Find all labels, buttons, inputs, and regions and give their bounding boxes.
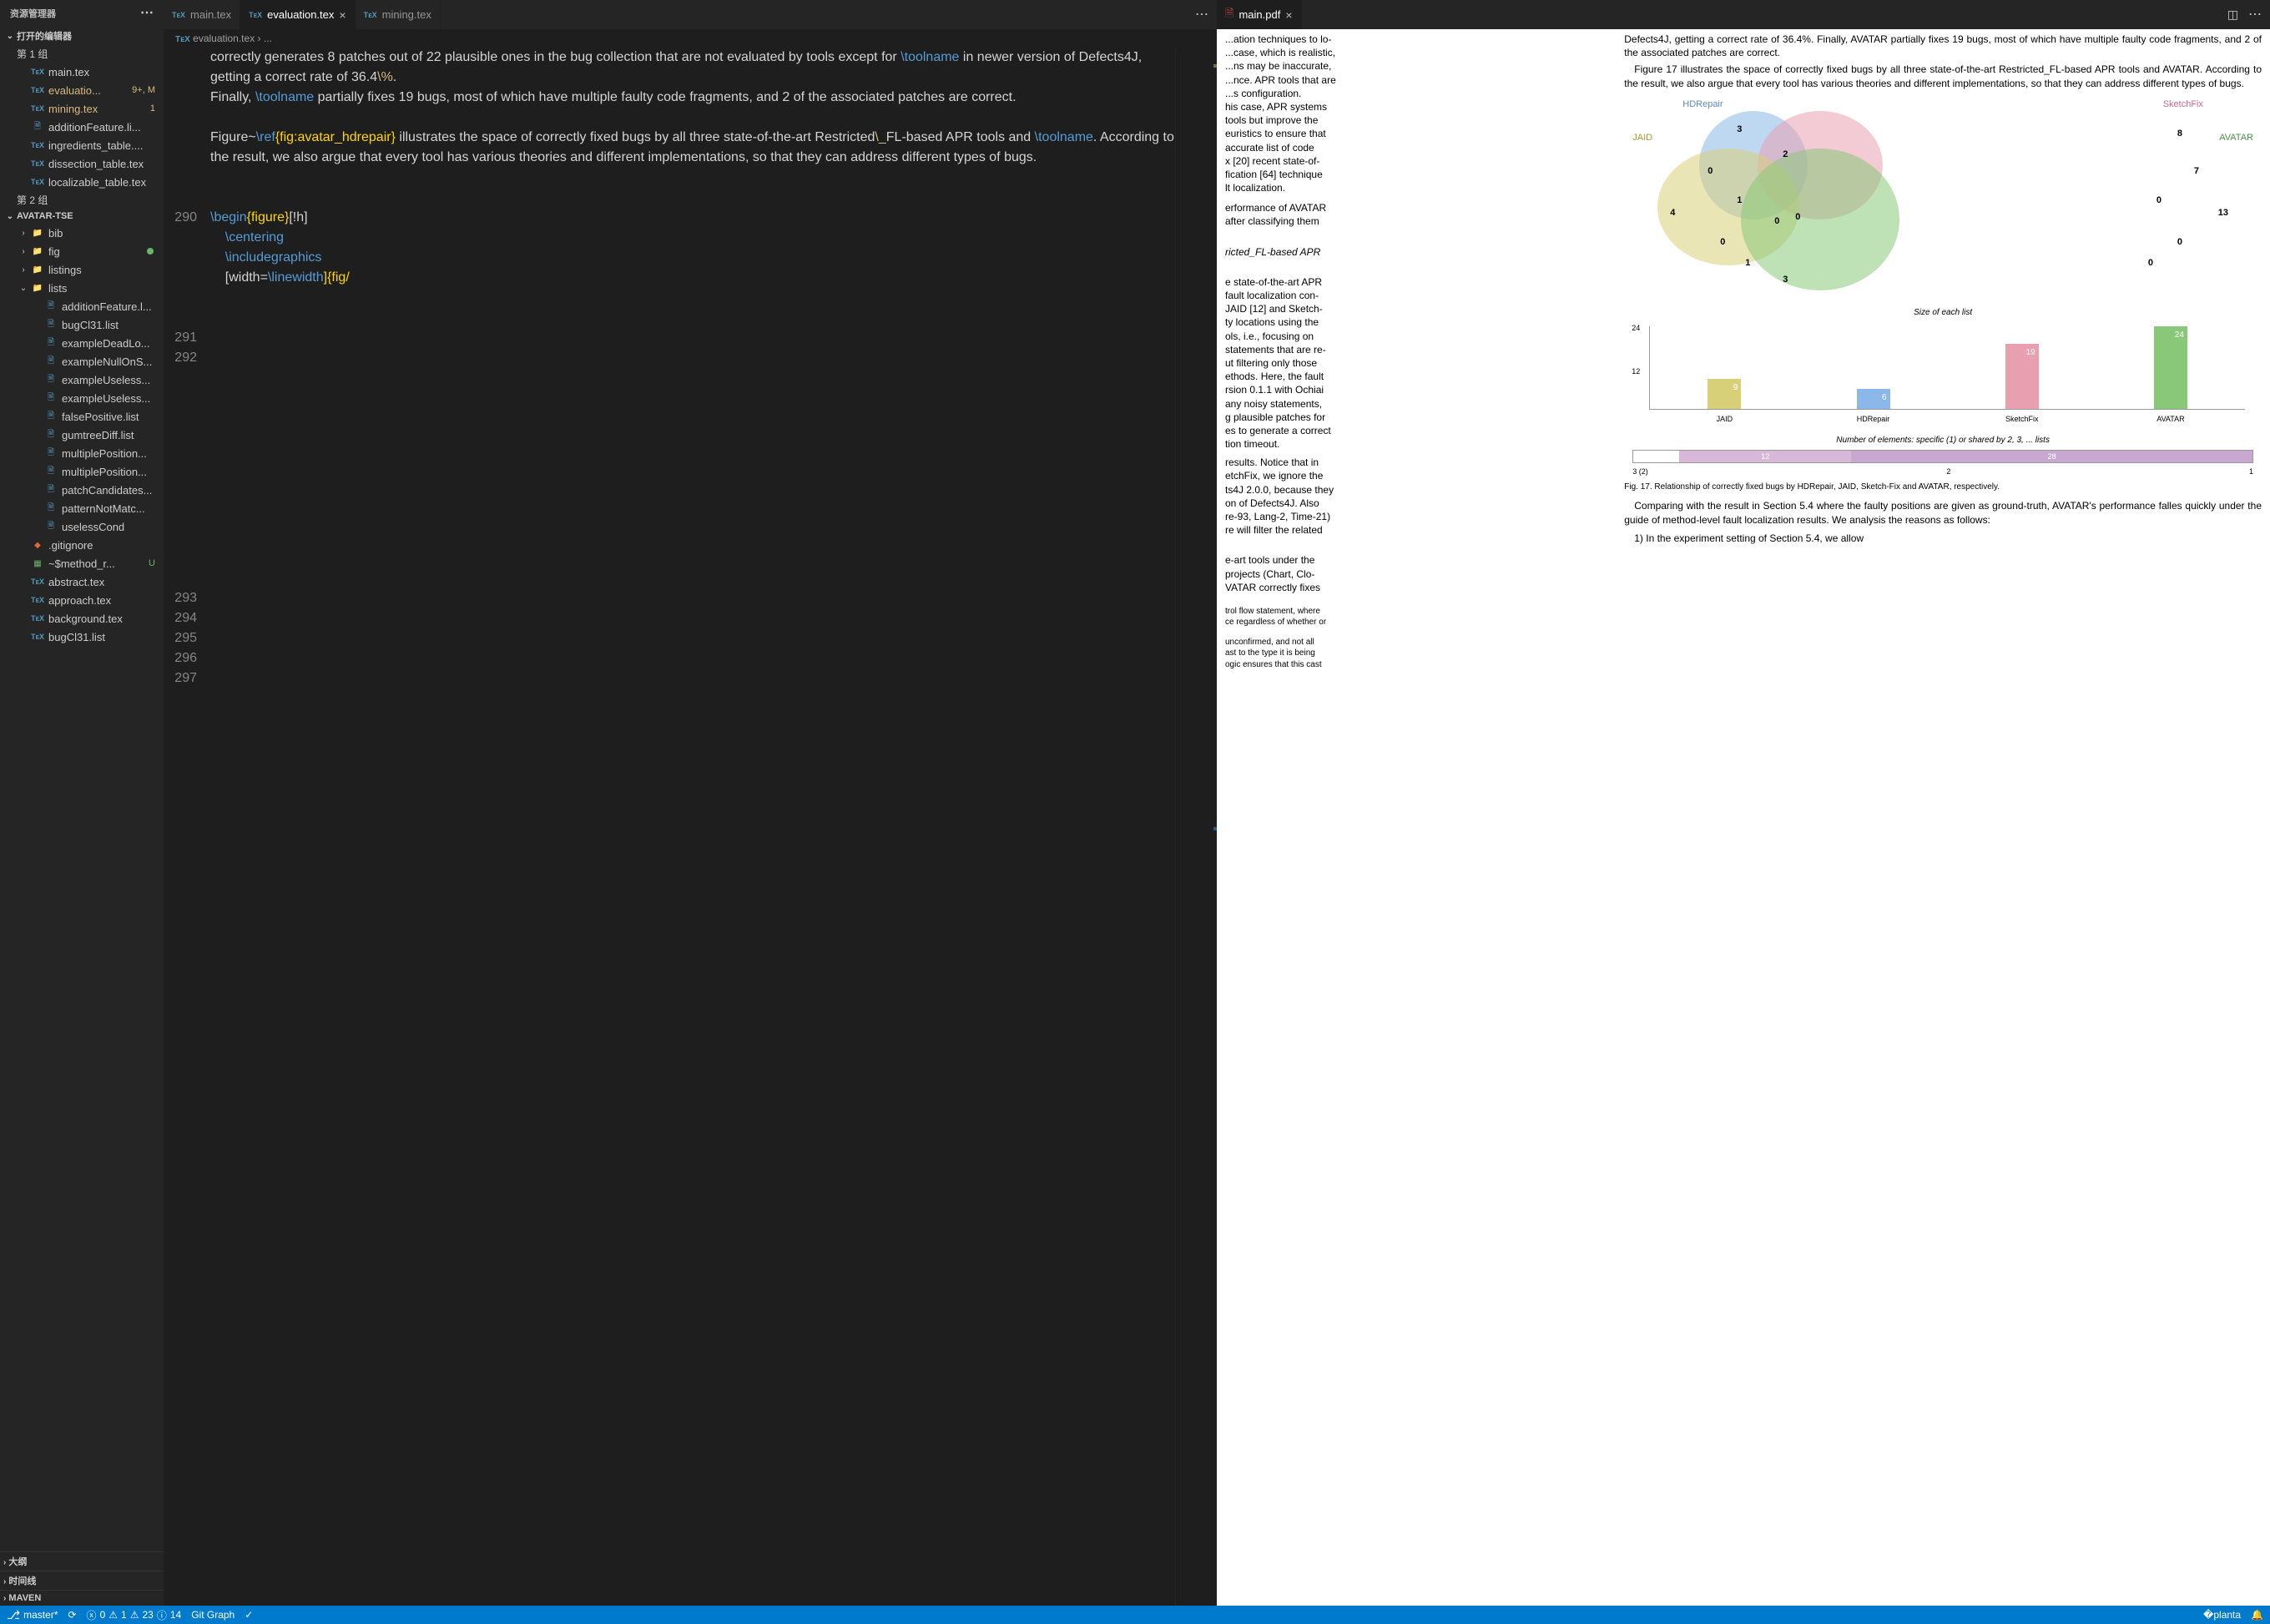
info-icon: ⓘ xyxy=(157,1608,167,1622)
list-file[interactable]: 🗎additionFeature.l... xyxy=(0,297,164,315)
editor-more-icon[interactable]: ⋯ xyxy=(1195,8,1208,22)
editor-tabs: TᴇXmain.texTᴇXevaluation.tex×TᴇXmining.t… xyxy=(164,0,1217,29)
editor-pane: TᴇXmain.texTᴇXevaluation.tex×TᴇXmining.t… xyxy=(164,0,1217,1606)
explorer-title: 资源管理器 xyxy=(10,7,56,20)
code-content[interactable]: correctly generates 8 patches out of 22 … xyxy=(210,48,1175,1606)
folder-item[interactable]: ⌄📁lists xyxy=(0,279,164,297)
editor-tab[interactable]: TᴇXmain.tex xyxy=(164,0,240,29)
bell-icon[interactable]: 🔔 xyxy=(2251,1609,2263,1621)
problems[interactable]: ⓧ0 ⚠1 ⚠23 ⓘ14 xyxy=(87,1608,182,1622)
group-2-label: 第 2 组 xyxy=(0,191,164,209)
pdf-pane: 🗎 main.pdf × ◫ ⋯ ...ation techniques to … xyxy=(1217,0,2270,1606)
file-item[interactable]: TᴇXabstract.tex xyxy=(0,572,164,591)
file-item[interactable]: TᴇXapproach.tex xyxy=(0,591,164,609)
stacked-bar: 1228 xyxy=(1632,450,2253,463)
file-item[interactable]: TᴇXbackground.tex xyxy=(0,609,164,628)
warning-icon: ⚠ xyxy=(130,1609,139,1621)
code-editor[interactable]: 290 291 292 293 294 295 296 297 correctl… xyxy=(164,48,1217,1606)
git-graph-button[interactable]: Git Graph xyxy=(191,1609,235,1621)
open-file[interactable]: TᴇXmain.tex xyxy=(0,63,164,81)
list-file[interactable]: 🗎multiplePosition... xyxy=(0,444,164,462)
list-file[interactable]: 🗎exampleUseless... xyxy=(0,371,164,389)
collapsed-section[interactable]: › 时间线 xyxy=(0,1571,164,1590)
line-numbers: 290 291 292 293 294 295 296 297 xyxy=(164,48,210,1606)
branch-icon: ⎇ xyxy=(7,1608,20,1622)
folder-item[interactable]: ›📁fig xyxy=(0,242,164,260)
sidebar: 资源管理器 ⋯ ⌄ 打开的编辑器 第 1 组 TᴇXmain.texTᴇXeva… xyxy=(0,0,164,1606)
open-editors-header[interactable]: ⌄ 打开的编辑器 xyxy=(0,27,164,45)
list-file[interactable]: 🗎falsePositive.list xyxy=(0,407,164,426)
list-file[interactable]: 🗎bugCl31.list xyxy=(0,315,164,334)
open-file[interactable]: TᴇXdissection_table.tex xyxy=(0,154,164,173)
folder-item[interactable]: ›📁bib xyxy=(0,224,164,242)
git-branch[interactable]: ⎇ master* xyxy=(7,1608,58,1622)
editor-tab[interactable]: TᴇXevaluation.tex× xyxy=(240,0,355,29)
breadcrumb[interactable]: TᴇX evaluation.tex › ... xyxy=(164,29,1217,48)
open-file[interactable]: TᴇXlocalizable_table.tex xyxy=(0,173,164,191)
venn-diagram: HDRepair SketchFix JAID AVATAR 3 8 4 13 … xyxy=(1624,98,2262,299)
close-icon[interactable]: × xyxy=(1285,8,1292,22)
check-icon[interactable]: ✓ xyxy=(245,1609,253,1621)
list-file[interactable]: 🗎multiplePosition... xyxy=(0,462,164,481)
status-bar: ⎇ master* ⟳ ⓧ0 ⚠1 ⚠23 ⓘ14 Git Graph ✓ �p… xyxy=(0,1606,2270,1624)
file-item[interactable]: ◆.gitignore xyxy=(0,536,164,554)
pdf-more-icon[interactable]: ⋯ xyxy=(2248,8,2262,22)
list-file[interactable]: 🗎patternNotMatc... xyxy=(0,499,164,517)
file-item[interactable]: TᴇXbugCl31.list xyxy=(0,628,164,646)
open-file[interactable]: TᴇXevaluatio...9+, M xyxy=(0,81,164,99)
list-file[interactable]: 🗎exampleNullOnS... xyxy=(0,352,164,371)
file-item[interactable]: ▦~$method_r...U xyxy=(0,554,164,572)
tab-main-pdf[interactable]: 🗎 main.pdf × xyxy=(1217,0,1302,29)
feedback-icon[interactable]: �planta xyxy=(2203,1609,2241,1621)
sync-icon: ⟳ xyxy=(68,1609,76,1621)
collapsed-section[interactable]: › MAVEN xyxy=(0,1590,164,1606)
split-icon[interactable]: ◫ xyxy=(2227,8,2238,22)
collapsed-section[interactable]: › 大纲 xyxy=(0,1551,164,1571)
open-file[interactable]: TᴇXmining.tex1 xyxy=(0,99,164,118)
list-file[interactable]: 🗎uselessCond xyxy=(0,517,164,536)
chevron-down-icon: ⌄ xyxy=(3,32,17,41)
pdf-icon: 🗎 xyxy=(1225,6,1233,24)
open-file[interactable]: 🗎additionFeature.li... xyxy=(0,118,164,136)
group-1-label: 第 1 组 xyxy=(0,45,164,63)
error-icon: ⓧ xyxy=(87,1608,97,1622)
editor-tab[interactable]: TᴇXmining.tex xyxy=(356,0,441,29)
warning-icon: ⚠ xyxy=(108,1609,118,1621)
minimap[interactable] xyxy=(1175,48,1217,1606)
list-file[interactable]: 🗎exampleUseless... xyxy=(0,389,164,407)
sidebar-header: 资源管理器 ⋯ xyxy=(0,0,164,27)
figure-caption: Fig. 17. Relationship of correctly fixed… xyxy=(1624,482,2262,493)
pdf-viewer[interactable]: ...ation techniques to lo- ...case, whic… xyxy=(1217,29,2270,1606)
project-header[interactable]: ⌄ AVATAR-TSE xyxy=(0,209,164,224)
close-icon[interactable]: × xyxy=(339,8,346,22)
folder-item[interactable]: ›📁listings xyxy=(0,260,164,279)
chevron-down-icon: ⌄ xyxy=(3,212,17,221)
pdf-text: ...ation techniques to lo- ...case, whic… xyxy=(1225,33,1607,194)
sync-button[interactable]: ⟳ xyxy=(68,1609,76,1621)
pdf-tabs: 🗎 main.pdf × ◫ ⋯ xyxy=(1217,0,2270,29)
list-file[interactable]: 🗎patchCandidates... xyxy=(0,481,164,499)
open-file[interactable]: TᴇXingredients_table.... xyxy=(0,136,164,154)
sidebar-more-icon[interactable]: ⋯ xyxy=(140,7,154,20)
list-file[interactable]: 🗎exampleDeadLo... xyxy=(0,334,164,352)
bar-chart: 24 12 9JAID6HDRepair19SketchFix24AVATAR xyxy=(1649,326,2245,410)
list-file[interactable]: 🗎gumtreeDiff.list xyxy=(0,426,164,444)
